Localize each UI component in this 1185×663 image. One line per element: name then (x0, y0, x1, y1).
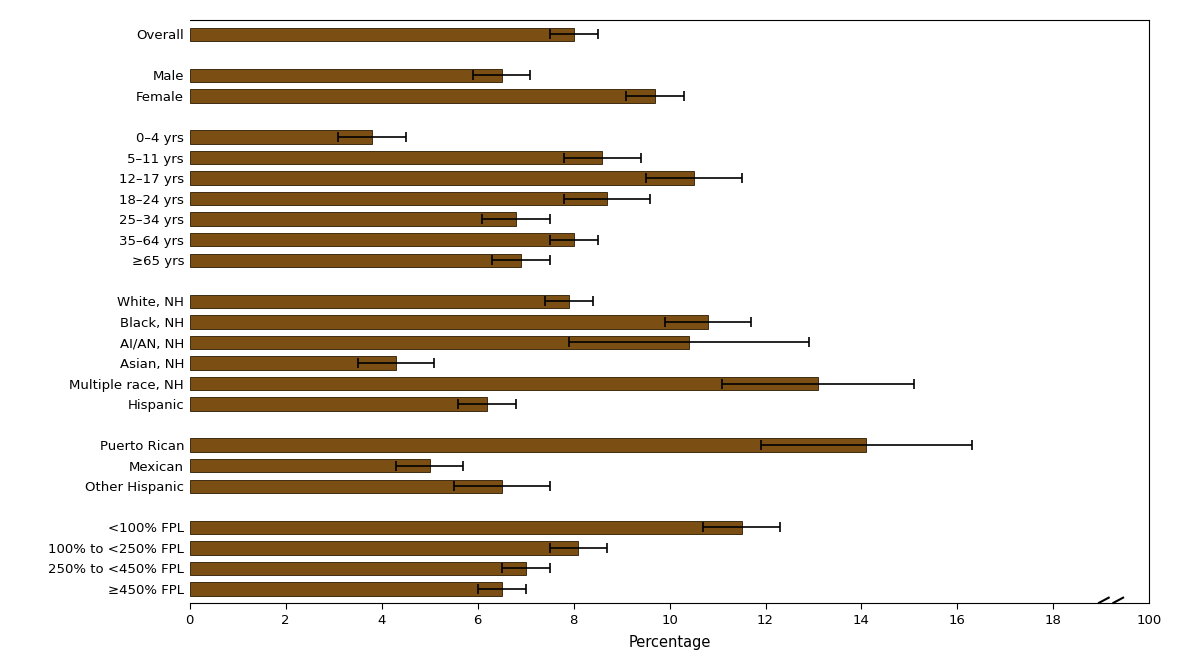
Bar (190, 253, 520, 267)
Bar (190, 356, 396, 370)
Bar (190, 335, 688, 349)
Bar (190, 582, 501, 595)
Bar (190, 172, 693, 185)
Bar (190, 479, 501, 493)
Bar (190, 377, 819, 391)
Bar (190, 90, 655, 103)
Bar (190, 233, 574, 247)
Bar (190, 541, 578, 554)
Bar (190, 520, 742, 534)
Bar (190, 397, 487, 411)
Bar (190, 192, 607, 206)
Bar (190, 562, 526, 575)
Bar (190, 131, 372, 144)
Bar (190, 151, 602, 164)
Text: 100: 100 (1136, 614, 1162, 627)
Bar (190, 438, 866, 452)
Bar (190, 315, 707, 329)
Bar (190, 69, 501, 82)
X-axis label: Percentage: Percentage (628, 635, 711, 650)
Bar (190, 28, 574, 41)
Bar (190, 212, 515, 226)
Bar (190, 294, 569, 308)
Bar (190, 459, 429, 472)
